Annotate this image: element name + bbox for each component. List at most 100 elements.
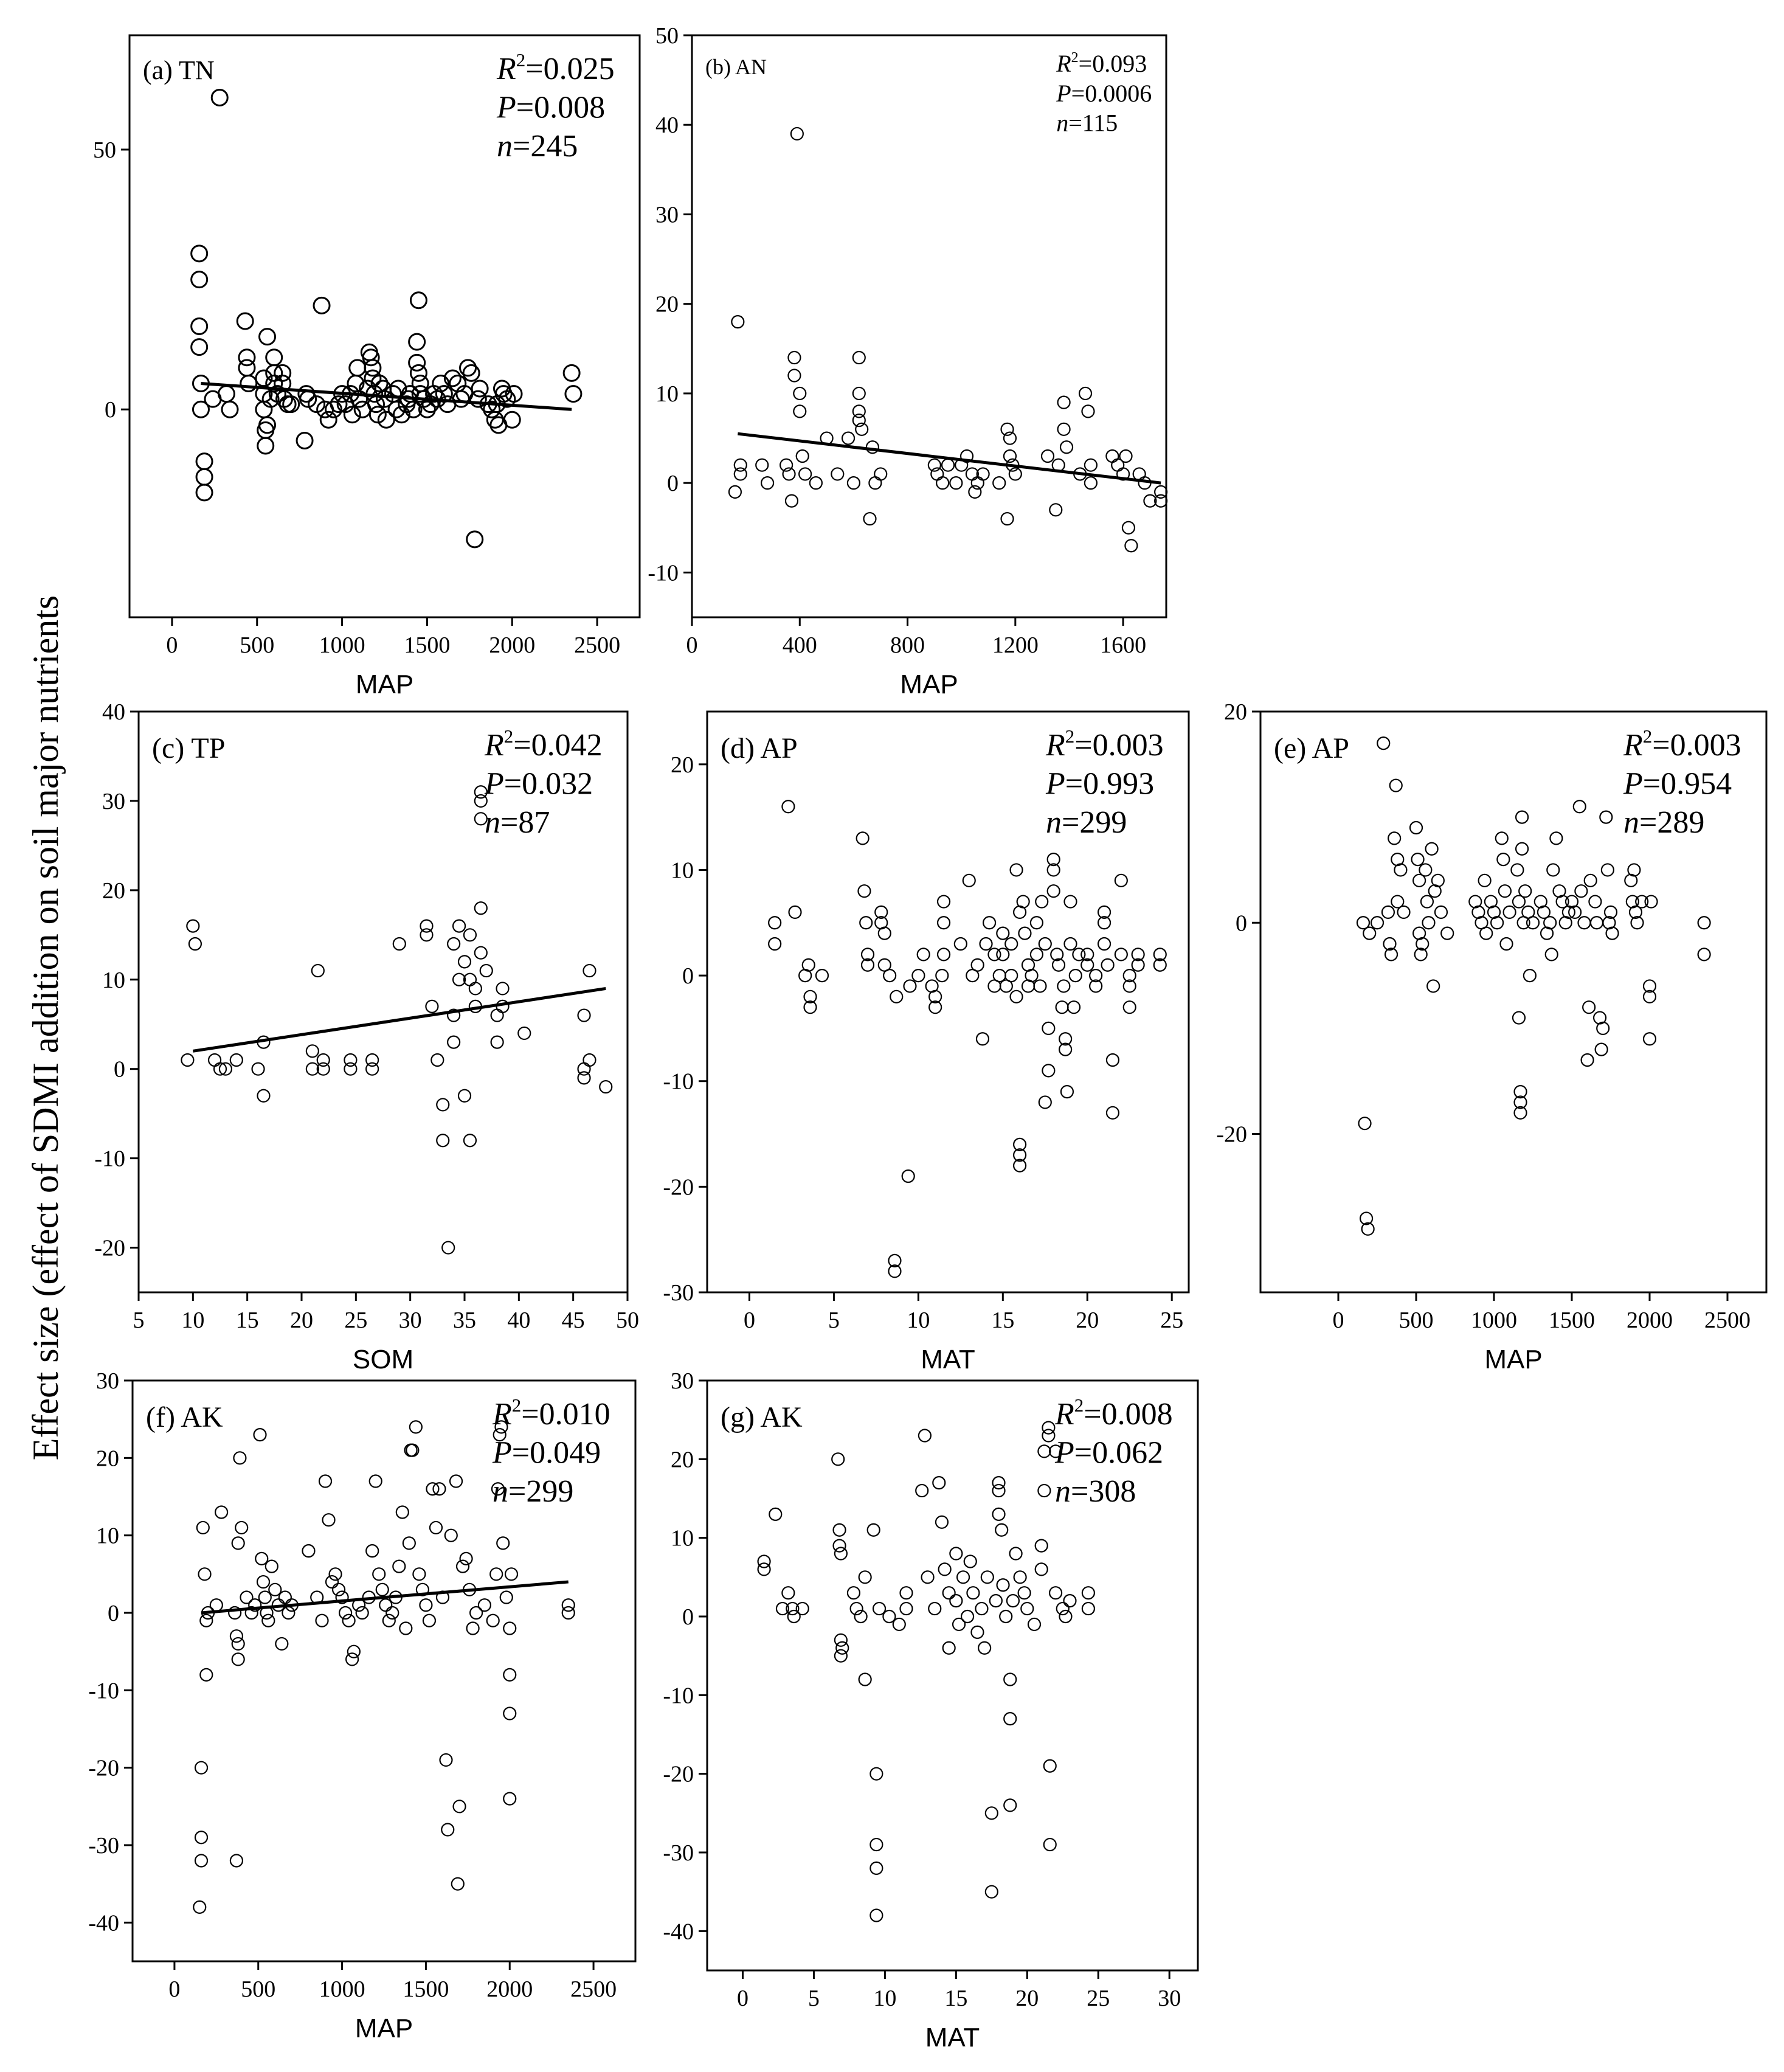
data-point xyxy=(1009,863,1023,877)
x-tick-label: 20 xyxy=(1076,1308,1099,1333)
data-point xyxy=(1081,1601,1095,1616)
data-point xyxy=(379,1598,393,1612)
data-point xyxy=(978,1641,992,1655)
regression-line xyxy=(738,432,1161,485)
data-point xyxy=(1425,842,1439,856)
data-point xyxy=(834,1547,848,1561)
data-point xyxy=(362,348,380,367)
data-point xyxy=(1097,937,1112,951)
data-point xyxy=(1577,916,1591,930)
data-point xyxy=(496,982,510,996)
data-point xyxy=(425,999,439,1013)
y-tick-label: -10 xyxy=(648,560,679,586)
data-point xyxy=(768,937,782,951)
data-point xyxy=(1603,905,1618,920)
data-point xyxy=(1027,1617,1042,1632)
data-point xyxy=(436,1098,450,1112)
data-point xyxy=(1020,1601,1034,1616)
data-point xyxy=(1568,905,1582,920)
data-point xyxy=(984,1806,998,1820)
figure-y-axis-label: Effect size (effect of SDMI addition on … xyxy=(26,595,66,1460)
data-point xyxy=(452,919,466,933)
data-point xyxy=(1588,895,1602,909)
data-point xyxy=(852,386,866,401)
data-point xyxy=(251,1062,265,1076)
data-point xyxy=(236,312,254,330)
data-point xyxy=(787,1609,801,1624)
data-point xyxy=(439,1753,453,1767)
data-point xyxy=(795,1601,809,1616)
panel-title: (b) AN xyxy=(705,55,767,79)
x-tick-label: 1000 xyxy=(319,632,365,658)
data-point xyxy=(342,1613,356,1627)
data-point xyxy=(347,1644,361,1658)
data-point xyxy=(918,1429,932,1443)
data-point xyxy=(979,937,993,951)
regression-line xyxy=(201,1580,569,1615)
stat-r2: R2=0.010 xyxy=(492,1395,610,1432)
data-point xyxy=(338,1606,353,1620)
data-point xyxy=(870,1908,883,1922)
data-point xyxy=(493,1428,507,1442)
data-point xyxy=(365,1062,379,1076)
data-point xyxy=(888,1264,902,1278)
data-point xyxy=(231,1637,245,1651)
data-point xyxy=(1063,937,1077,951)
data-point xyxy=(469,1606,483,1620)
y-tick-label: 10 xyxy=(102,968,125,993)
stat-n: n=299 xyxy=(1046,805,1127,840)
data-point xyxy=(409,291,427,310)
y-tick-label: 10 xyxy=(655,381,679,407)
data-point xyxy=(801,958,815,972)
x-tick-label: 0 xyxy=(737,1986,749,2011)
x-tick-label: 15 xyxy=(236,1308,259,1333)
data-point xyxy=(365,1053,379,1067)
data-point xyxy=(474,901,488,915)
stat-p: P=0.008 xyxy=(496,90,605,125)
data-point xyxy=(1042,1429,1056,1443)
data-point xyxy=(308,395,326,414)
data-point xyxy=(1059,1042,1073,1056)
data-point xyxy=(244,1606,258,1620)
data-point xyxy=(760,476,775,490)
data-point xyxy=(469,390,487,408)
data-point xyxy=(1034,1539,1048,1553)
data-point xyxy=(757,1554,771,1568)
data-point xyxy=(1043,1837,1057,1852)
x-tick-label: 10 xyxy=(907,1308,930,1333)
data-point xyxy=(577,1071,591,1085)
x-tick-label: 400 xyxy=(783,632,817,658)
y-tick-label: 0 xyxy=(682,1604,694,1630)
data-point xyxy=(980,1570,994,1584)
x-tick-label: 2500 xyxy=(570,1977,617,2002)
data-point xyxy=(564,385,583,403)
data-point xyxy=(1594,1042,1608,1056)
data-point xyxy=(231,1652,245,1666)
data-point xyxy=(1589,916,1604,930)
data-point xyxy=(1122,968,1136,983)
data-point xyxy=(831,1452,845,1466)
data-point xyxy=(258,416,277,434)
data-point xyxy=(733,467,747,481)
panel-a-frame xyxy=(128,34,641,618)
data-point xyxy=(870,1767,883,1781)
data-point xyxy=(1097,905,1112,920)
data-point xyxy=(1089,979,1103,993)
data-point xyxy=(503,411,521,429)
data-point xyxy=(355,1606,369,1620)
data-point xyxy=(468,982,482,996)
data-point xyxy=(1013,1137,1027,1152)
data-point xyxy=(860,958,875,972)
data-point xyxy=(938,1562,952,1576)
data-point xyxy=(1627,863,1641,877)
data-point xyxy=(599,1079,613,1094)
data-point xyxy=(577,1008,591,1022)
data-point xyxy=(987,948,1001,962)
data-point xyxy=(1009,1547,1023,1561)
data-point xyxy=(960,1609,975,1624)
data-point xyxy=(1017,1586,1031,1600)
y-tick-label: 20 xyxy=(655,292,679,317)
data-point xyxy=(395,1505,409,1519)
y-tick-label: 10 xyxy=(671,1526,694,1551)
x-tick-label: 30 xyxy=(1158,1986,1181,2011)
